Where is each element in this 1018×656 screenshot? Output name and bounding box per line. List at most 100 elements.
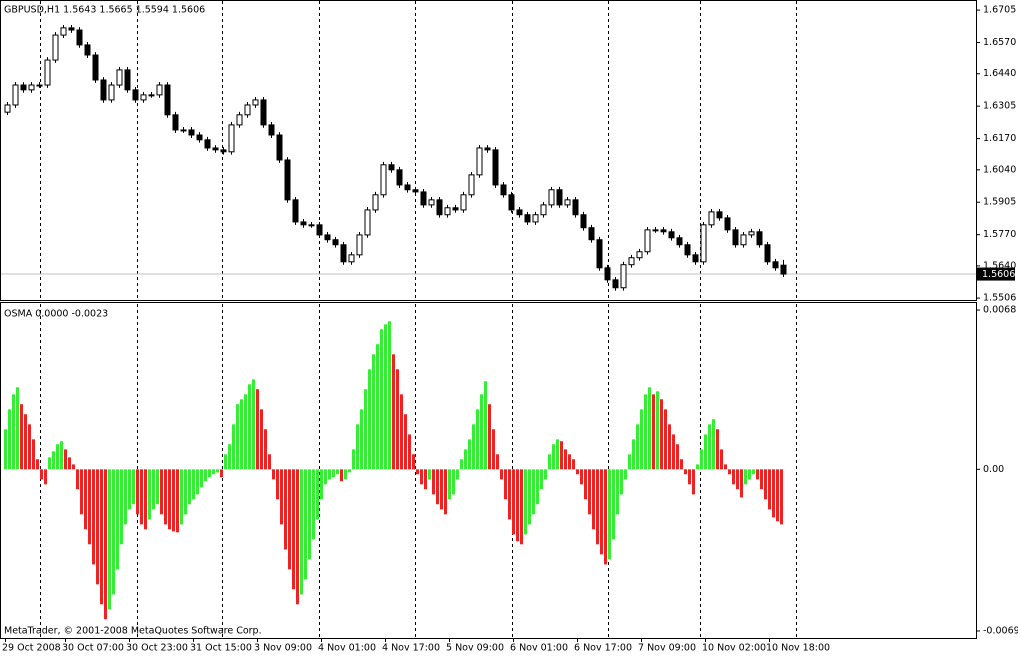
osma-bar (236, 404, 239, 470)
osma-bar (92, 469, 95, 565)
osma-bar (24, 414, 27, 470)
osma-bar (48, 457, 51, 470)
candle-body (4, 104, 11, 113)
osma-bar (688, 469, 691, 485)
osma-bar (344, 469, 347, 480)
candle-body (716, 211, 723, 219)
osma-bar (488, 404, 491, 470)
osma-bar (36, 459, 39, 470)
candle-body (164, 84, 171, 116)
osma-bar (728, 469, 731, 475)
osma-bar (736, 469, 739, 490)
osma-bar (52, 451, 55, 470)
osma-bar (76, 469, 79, 490)
osma-bar (440, 469, 443, 510)
osma-bar (536, 469, 539, 505)
candle-body (300, 221, 307, 226)
osma-bar (144, 469, 147, 530)
candle-body (748, 231, 755, 236)
osma-bar (256, 389, 259, 470)
osma-bar (500, 469, 503, 480)
osma-bar (392, 354, 395, 470)
last-price-tag (977, 267, 1015, 281)
candle-body (76, 29, 83, 46)
x-tick-label: 3 Nov 09:00 (254, 643, 312, 654)
x-tick-label: 29 Oct 2008 (2, 643, 61, 654)
osma-bar (60, 441, 63, 470)
y-tick-label: 1.5506 (983, 293, 1016, 304)
osma-bar (292, 469, 295, 590)
y-tick-label: -0.0069 (983, 625, 1018, 636)
y-tick-label: 1.6040 (983, 164, 1016, 175)
candle-body (12, 84, 19, 106)
candle-body (100, 79, 107, 101)
candle-body (244, 104, 251, 116)
candle-body (708, 211, 715, 226)
candle-body (356, 234, 363, 256)
osma-bar (296, 469, 299, 605)
osma-bar (200, 469, 203, 488)
candle-body (332, 239, 339, 246)
x-tick-label: 6 Nov 17:00 (574, 643, 632, 654)
osma-bar (208, 469, 211, 478)
osma-bar (104, 469, 107, 620)
osma-bar (384, 324, 387, 470)
y-tick-label: 1.6705 (983, 5, 1016, 16)
candle-body (172, 114, 179, 131)
osma-bar (456, 469, 459, 480)
osma-bar (696, 464, 699, 470)
candle-body (148, 94, 155, 97)
osma-bar (420, 469, 423, 485)
osma-bar (448, 469, 451, 500)
osma-bar (748, 469, 751, 480)
candle-body (556, 189, 563, 206)
osma-bar (512, 469, 515, 535)
osma-bar (652, 394, 655, 470)
osma-bar (584, 469, 587, 500)
x-tick-label: 7 Nov 09:00 (638, 643, 696, 654)
candle-body (604, 267, 611, 281)
candle-body (572, 199, 579, 216)
candle-body (60, 27, 67, 36)
osma-bar (32, 439, 35, 470)
osma-bar (224, 454, 227, 470)
osma-bar (112, 469, 115, 595)
y-tick-label: 1.6440 (983, 68, 1016, 79)
osma-bar (252, 379, 255, 470)
osma-bar (40, 469, 43, 480)
candle-body (180, 129, 187, 132)
osma-bar (416, 469, 419, 475)
candle-body (220, 149, 227, 153)
osma-bar (96, 469, 99, 585)
candle-body (228, 124, 235, 153)
osma-bar (720, 449, 723, 470)
osma-bar (332, 469, 335, 478)
osma-bar (776, 469, 779, 522)
osma-bar (328, 469, 331, 480)
candle-body (140, 94, 147, 101)
osma-bar (116, 469, 119, 570)
y-tick-label: 1.6570 (983, 37, 1016, 48)
candle-body (676, 237, 683, 246)
price-pane-title: GBPUSD,H1 1.5643 1.5665 1.5594 1.5606 (4, 5, 205, 16)
osma-bar (376, 344, 379, 470)
osma-bar (628, 454, 631, 470)
candle-body (740, 234, 747, 246)
osma-bar (320, 469, 323, 500)
osma-bar (388, 321, 391, 470)
y-tick-label: 1.5770 (983, 229, 1016, 240)
candle-body (492, 149, 499, 186)
osma-bar (68, 457, 71, 470)
y-tick-label: 0.00 (983, 464, 1004, 475)
osma-bar (516, 469, 519, 542)
osma-bar (336, 469, 339, 475)
candle-body (620, 264, 627, 289)
candle-body (500, 184, 507, 196)
candle-body (348, 254, 355, 263)
candle-body (580, 214, 587, 229)
osma-bar (716, 429, 719, 470)
candle-body (124, 69, 131, 91)
osma-bar (732, 469, 735, 485)
candle-body (36, 84, 43, 87)
osma-bar (552, 444, 555, 470)
